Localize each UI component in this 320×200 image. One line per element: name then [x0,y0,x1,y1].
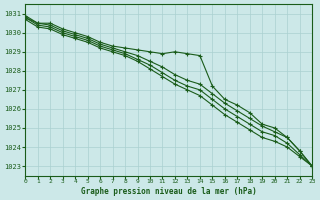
X-axis label: Graphe pression niveau de la mer (hPa): Graphe pression niveau de la mer (hPa) [81,187,257,196]
